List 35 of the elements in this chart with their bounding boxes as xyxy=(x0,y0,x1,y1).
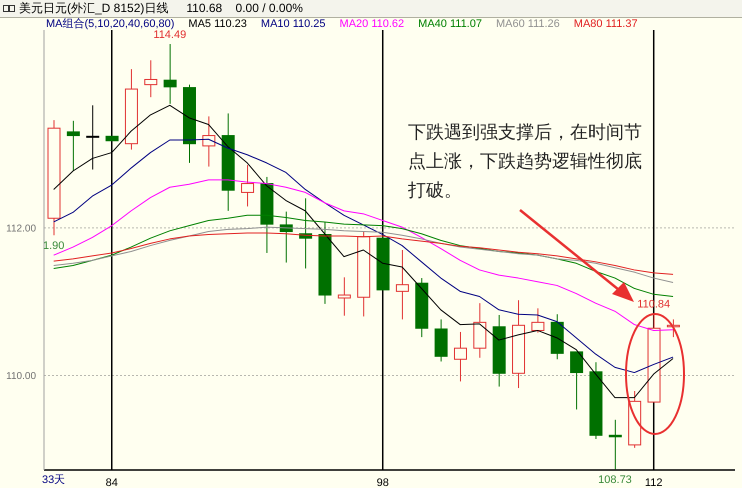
text: MA40 111.07 xyxy=(418,18,482,30)
text: MA10 110.25 xyxy=(260,18,326,30)
candlestick xyxy=(318,221,332,304)
annotation: 1.90 xyxy=(42,240,64,252)
candlestick xyxy=(48,120,60,236)
text: MA60 111.26 xyxy=(496,18,560,30)
annotation: 下跌遇到强支撑后，在时间节点上涨，下跌趋势逻辑性彻底打破。 xyxy=(408,121,643,202)
candlestick xyxy=(492,314,506,388)
candlestick xyxy=(396,250,409,320)
x-tick-label: 112 xyxy=(644,476,662,488)
candlestick xyxy=(608,419,622,470)
candlestick xyxy=(473,302,486,358)
annotation: 114.49 xyxy=(153,29,186,42)
y-tick-label: 110.00 xyxy=(6,371,36,382)
candlestick xyxy=(338,276,351,316)
candlestick xyxy=(66,120,80,172)
candlestick xyxy=(222,112,235,212)
chart-subtitle: 110.68 0.00 / 0.00% xyxy=(186,0,303,17)
text: 33天 xyxy=(42,473,66,487)
candlestick xyxy=(202,116,216,168)
candlestick xyxy=(124,68,138,150)
annotation: 108.73 xyxy=(598,474,632,486)
text: MA5 110.23 xyxy=(188,18,247,30)
candlestick xyxy=(144,60,158,98)
chart-title: 美元日元(外汇_D 8152)日线 xyxy=(19,0,168,17)
candlestick xyxy=(241,164,254,207)
text: MA20 110.62 xyxy=(340,18,404,30)
candlestick xyxy=(454,331,467,382)
legend-title: MA组合(5,10,20,40,60,80) xyxy=(46,18,174,30)
x-tick-label: 98 xyxy=(376,476,389,488)
candlestick xyxy=(164,44,177,104)
candlestick xyxy=(512,300,526,389)
x-tick-label: 84 xyxy=(106,476,118,488)
text: MA80 111.37 xyxy=(574,18,638,30)
y-tick-label: 112.00 xyxy=(6,223,36,234)
